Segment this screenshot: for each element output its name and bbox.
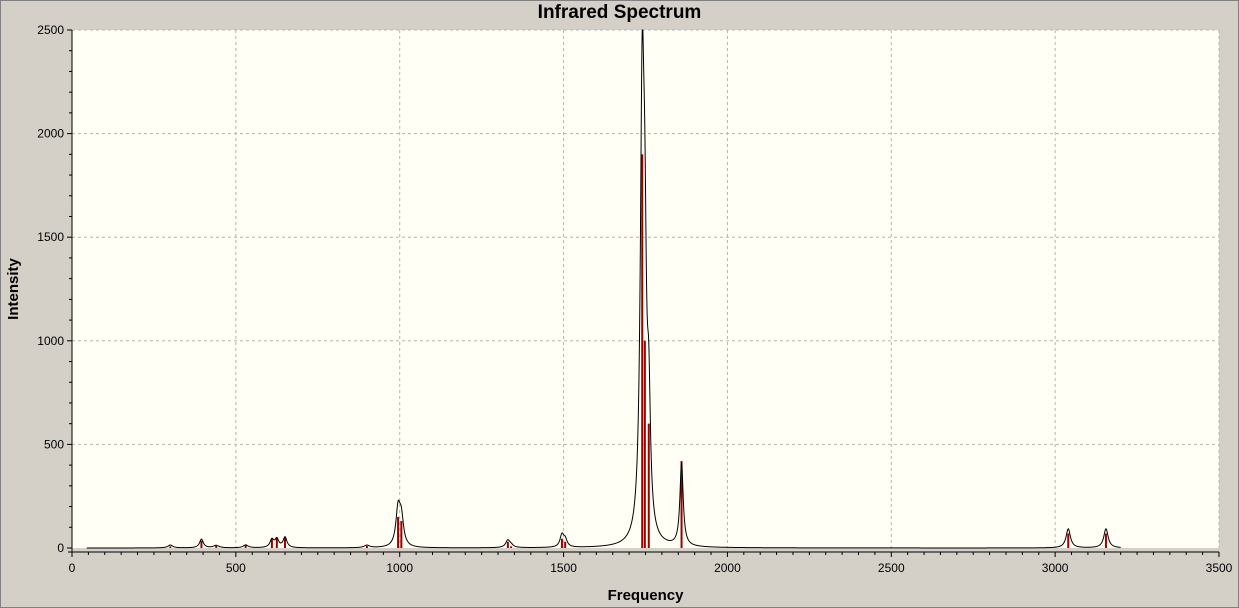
x-tick-label: 3000 xyxy=(1042,561,1069,575)
x-tick-label: 500 xyxy=(226,561,246,575)
x-axis-title: Frequency xyxy=(608,587,685,604)
x-tick-label: 2500 xyxy=(878,561,905,575)
x-tick-label: 1000 xyxy=(386,561,413,575)
x-tick-label: 1500 xyxy=(550,561,577,575)
grid-lines xyxy=(72,29,1220,548)
y-axis-title: Intensity xyxy=(5,258,22,320)
axes: 0 500 1000 1500 2000 2500 3000 3500 0 500 1000 1500… xyxy=(37,23,1232,575)
chart-title: Infrared Spectrum xyxy=(537,2,702,23)
x-tick-label: 0 xyxy=(69,561,76,575)
y-tick-label: 1500 xyxy=(37,230,64,244)
stick-series xyxy=(169,154,1107,548)
y-tick-label: 1000 xyxy=(37,334,64,348)
y-tick-label: 500 xyxy=(44,437,64,451)
spectrum-line xyxy=(86,29,1121,549)
x-tick-label: 2000 xyxy=(714,561,741,575)
x-tick-label: 3500 xyxy=(1206,561,1233,575)
y-tick-label: 0 xyxy=(57,541,64,555)
y-tick-label: 2500 xyxy=(37,23,64,37)
y-tick-label: 2000 xyxy=(37,127,64,141)
